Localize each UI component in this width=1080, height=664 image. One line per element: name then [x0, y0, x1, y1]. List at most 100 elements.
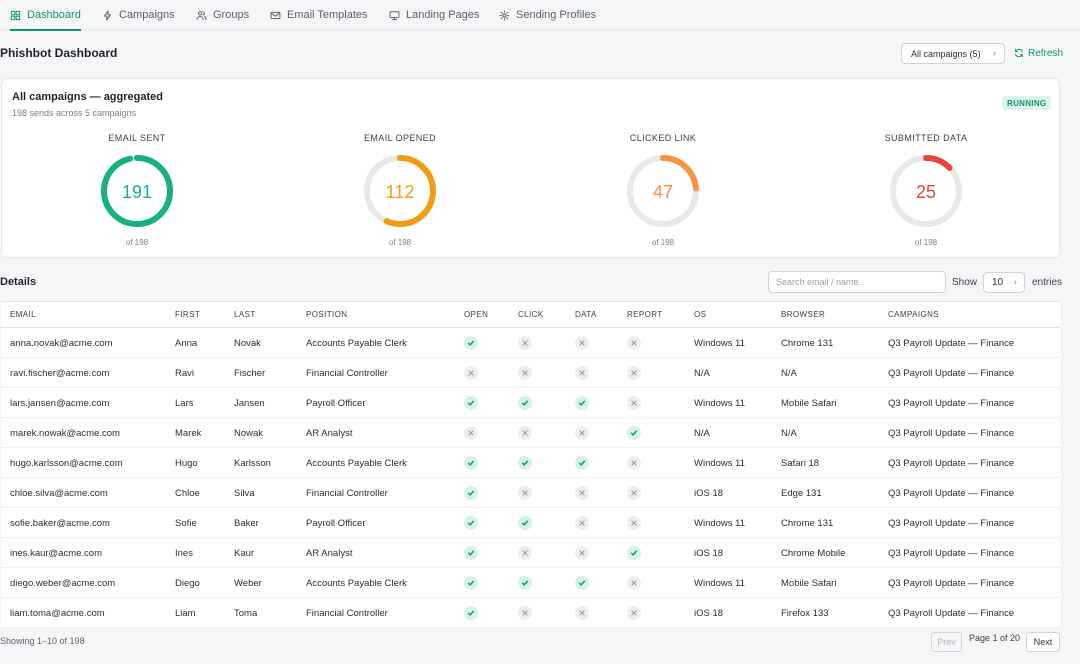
- check-icon: [464, 486, 478, 500]
- cell-os: Windows 11: [694, 518, 746, 529]
- check-icon: [464, 456, 478, 470]
- cell-first: Liam: [175, 608, 196, 619]
- cell-position: AR Analyst: [306, 548, 353, 559]
- tab-dashboard[interactable]: Dashboard: [10, 0, 81, 31]
- tab-label: Landing Pages: [406, 9, 480, 21]
- cell-first: Sofie: [175, 518, 197, 529]
- table-row[interactable]: lars.jansen@acme.com Lars Jansen Payroll Of…: [1, 388, 1060, 418]
- cell-browser: Chrome 131: [781, 338, 834, 349]
- tab-label: Sending Profiles: [516, 9, 597, 21]
- column-header-os[interactable]: OS: [694, 310, 707, 319]
- table-row[interactable]: hugo.karlsson@acme.com Hugo Karlsson Accoun…: [1, 448, 1060, 478]
- gauge-total: of 198: [914, 238, 938, 247]
- gauge-label: CLICKED LINK: [629, 133, 697, 143]
- cell-browser: Safari 18: [781, 458, 820, 469]
- refresh-button[interactable]: Refresh: [1014, 46, 1063, 60]
- check-icon: [464, 336, 478, 350]
- search-input[interactable]: [768, 271, 946, 293]
- cell-campaign: Q3 Payroll Update — Finance: [888, 428, 1015, 439]
- tab-campaigns[interactable]: Campaigns: [102, 0, 175, 30]
- tab-label: Dashboard: [27, 9, 81, 21]
- table-row[interactable]: chloe.silva@acme.com Chloe Silva Financial …: [1, 478, 1060, 508]
- users-icon: [196, 10, 207, 20]
- table-row[interactable]: ravi.fischer@acme.com Ravi Fischer Financia…: [1, 358, 1060, 388]
- cell-last: Jansen: [234, 398, 265, 409]
- entries-value: 10: [992, 277, 1004, 288]
- cell-campaign: Q3 Payroll Update — Finance: [888, 608, 1015, 619]
- column-header-click[interactable]: CLICK: [518, 310, 544, 319]
- gauge-progress-arc: [890, 155, 962, 227]
- cell-browser: N/A: [781, 428, 797, 439]
- table-row[interactable]: liam.toma@acme.com Liam Toma Financial Cont…: [1, 598, 1060, 628]
- tab-groups[interactable]: Groups: [196, 0, 249, 30]
- check-icon: [464, 516, 478, 530]
- cross-icon: [627, 516, 641, 530]
- cell-campaign: Q3 Payroll Update — Finance: [888, 578, 1015, 589]
- cell-os: N/A: [694, 368, 710, 379]
- column-header-report[interactable]: REPORT: [627, 310, 663, 319]
- column-header-email[interactable]: EMAIL: [10, 310, 37, 319]
- refresh-icon: [1015, 48, 1023, 58]
- gauge-value: 112: [386, 182, 415, 202]
- cell-first: Marek: [175, 428, 202, 439]
- cell-os: N/A: [694, 428, 710, 439]
- cell-position: Financial Controller: [306, 488, 388, 499]
- grid-icon: [10, 10, 21, 20]
- cell-last: Baker: [234, 518, 259, 529]
- column-header-open[interactable]: OPEN: [464, 310, 489, 319]
- cell-position: Payroll Officer: [306, 398, 366, 409]
- cell-email: liam.toma@acme.com: [10, 608, 105, 619]
- table-row[interactable]: ines.kaur@acme.com Ines Kaur AR Analyst iOS …: [1, 538, 1060, 568]
- check-icon: [464, 606, 478, 620]
- cell-campaign: Q3 Payroll Update — Finance: [888, 338, 1015, 349]
- gauge-total: of 198: [125, 238, 149, 247]
- summary-subtitle: 198 sends across 5 campaigns: [12, 108, 137, 118]
- chevron-right-icon: ›: [1013, 277, 1017, 288]
- cross-icon: [575, 486, 589, 500]
- column-header-data[interactable]: DATA: [575, 310, 597, 319]
- column-header-last[interactable]: LAST: [234, 310, 256, 319]
- column-header-first[interactable]: FIRST: [175, 310, 201, 319]
- cell-browser: Chrome 131: [781, 518, 834, 529]
- next-page-button[interactable]: Next: [1026, 632, 1060, 652]
- tab-label: Campaigns: [119, 9, 175, 21]
- page-info: Page 1 of 20: [969, 633, 1021, 643]
- page-title: Phishbot Dashboard: [0, 46, 118, 60]
- tab-sending-profiles[interactable]: Sending Profiles: [499, 0, 596, 30]
- cell-os: Windows 11: [694, 398, 746, 409]
- gauge-email-opened: EMAIL OPENED 112 of 198: [340, 79, 460, 259]
- gauge-ring: 112: [364, 155, 436, 227]
- check-icon: [575, 456, 589, 470]
- cell-os: iOS 18: [694, 548, 724, 559]
- chevron-right-icon: ›: [992, 48, 996, 59]
- cross-icon: [518, 336, 532, 350]
- campaign-filter-select[interactable]: All campaigns (5) ›: [901, 43, 1005, 64]
- cell-last: Kaur: [234, 548, 255, 559]
- gauge-label: EMAIL OPENED: [364, 133, 436, 143]
- column-header-position[interactable]: POSITION: [306, 310, 348, 319]
- tab-email-templates[interactable]: Email Templates: [270, 0, 368, 30]
- cross-icon: [627, 396, 641, 410]
- cross-icon: [464, 366, 478, 380]
- cross-icon: [518, 426, 532, 440]
- table-row[interactable]: diego.weber@acme.com Diego Weber Accounts P…: [1, 568, 1060, 598]
- top-nav: Dashboard Campaigns Groups Email Templates L…: [0, 0, 1080, 31]
- check-icon: [464, 576, 478, 590]
- tab-landing-pages[interactable]: Landing Pages: [389, 0, 479, 30]
- entries-select[interactable]: 10 ›: [983, 272, 1025, 293]
- cell-email: chloe.silva@acme.com: [10, 488, 108, 499]
- table-row[interactable]: sofie.baker@acme.com Sofie Baker Payroll Of…: [1, 508, 1060, 538]
- cross-icon: [575, 546, 589, 560]
- column-header-campaigns[interactable]: CAMPAIGNS: [888, 310, 940, 319]
- cell-first: Hugo: [175, 458, 198, 469]
- show-label: Show: [952, 277, 978, 288]
- cell-first: Anna: [175, 338, 198, 349]
- check-icon: [627, 426, 641, 440]
- cell-email: marek.nowak@acme.com: [10, 428, 120, 439]
- column-header-browser[interactable]: BROWSER: [781, 310, 826, 319]
- check-icon: [518, 576, 532, 590]
- table-row[interactable]: marek.nowak@acme.com Marek Nowak AR Analyst…: [1, 418, 1060, 448]
- details-title: Details: [0, 276, 37, 288]
- table-row[interactable]: anna.novak@acme.com Anna Novak Accounts Pay…: [1, 328, 1060, 358]
- prev-page-button[interactable]: Prev: [931, 632, 962, 652]
